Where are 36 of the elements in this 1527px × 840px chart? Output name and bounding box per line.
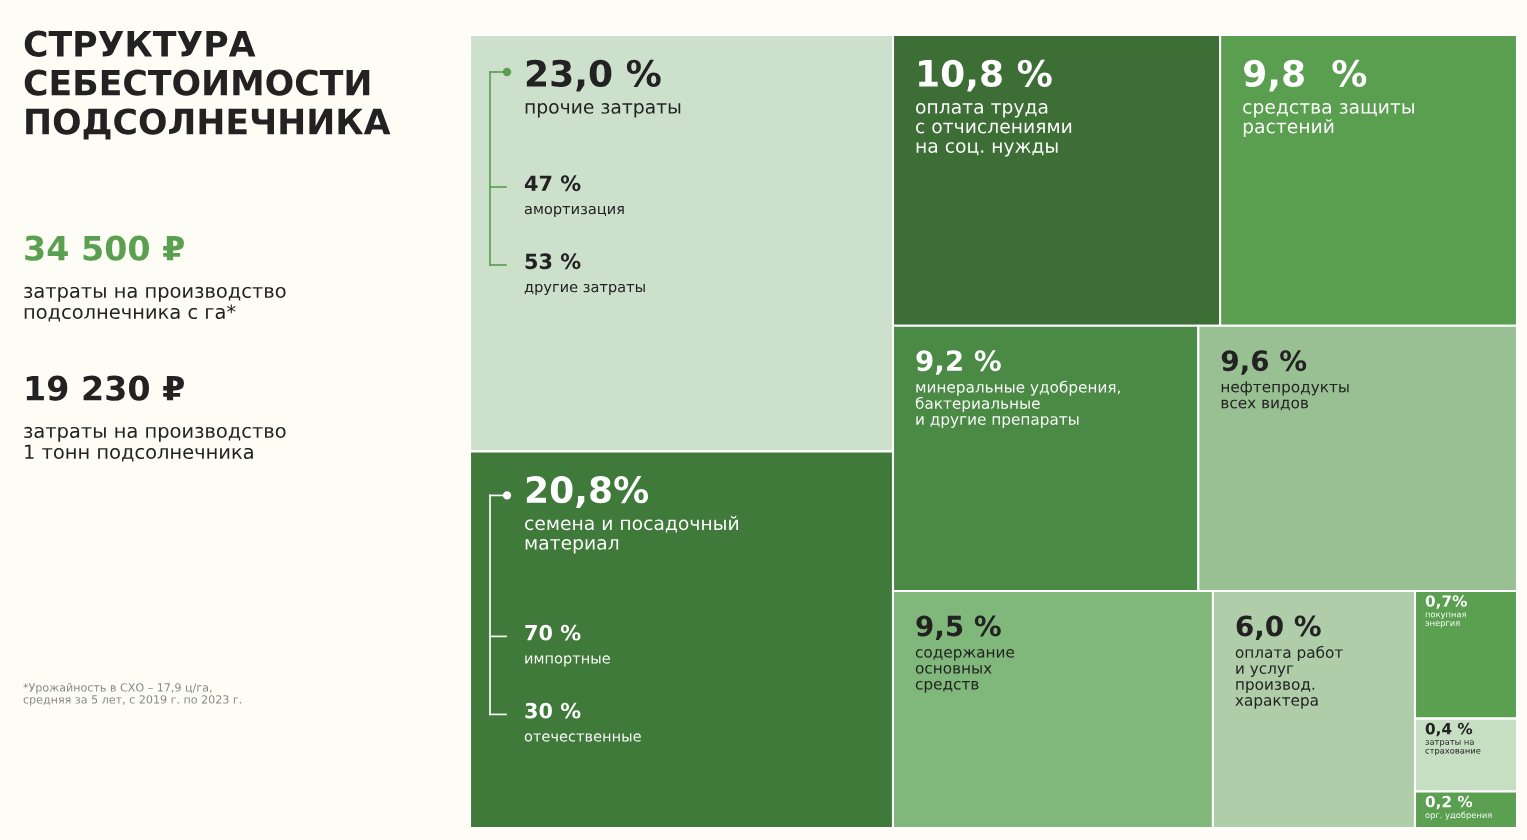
category-label: прочие затраты bbox=[525, 103, 681, 118]
data-label: 0,7% bbox=[1425, 595, 1467, 609]
data-label: 6,0 % bbox=[1236, 615, 1321, 640]
category-label: оплата работ и услуг производ. характера bbox=[1235, 645, 1343, 709]
text: амортизация bbox=[524, 205, 624, 218]
text: 53 % bbox=[525, 253, 581, 270]
data-label: 9,8 % bbox=[1244, 59, 1367, 92]
category-label: покупная энергия bbox=[1425, 612, 1466, 628]
category-label: средства защиты растений bbox=[1243, 103, 1414, 138]
category-label: нефтепродукты всех видов bbox=[1221, 381, 1349, 411]
text: отечественные bbox=[524, 733, 641, 742]
data-label: 9,2 % bbox=[916, 350, 1001, 375]
category-label: содержание основных средств bbox=[915, 649, 1015, 693]
text: СТРУКТУРА СЕБЕСТОИМОСТИ ПОДСОЛНЕЧНИКА bbox=[24, 30, 391, 140]
data-label: 10,8 % bbox=[919, 59, 1052, 92]
text: *Урожайность в СХО – 17,9 ц/га, средняя за 5 лет, с 2019 г. по 2023 г. bbox=[23, 683, 242, 706]
data-label: 0,2 % bbox=[1425, 795, 1473, 810]
category-label: орг. удобрения bbox=[1425, 811, 1492, 820]
text: 30 % bbox=[525, 702, 581, 719]
data-label: 20,8% bbox=[526, 476, 649, 508]
category-label: семена и посадочный материал bbox=[525, 515, 738, 554]
text: 19 230 ₽ bbox=[26, 375, 184, 401]
text: затраты на производство подсолнечника с га* bbox=[24, 286, 286, 322]
category-label: минеральные удобрения, бактериальные и другие препараты bbox=[915, 380, 1120, 428]
data-label: 9,5 % bbox=[916, 615, 1001, 640]
text: 47 % bbox=[524, 175, 581, 192]
text: другие затраты bbox=[524, 283, 645, 296]
category-label: затраты на страхование bbox=[1425, 740, 1481, 756]
data-label: 23,0 % bbox=[526, 59, 661, 92]
data-label: 0,4 % bbox=[1425, 722, 1473, 737]
text: 34 500 ₽ bbox=[25, 235, 184, 261]
category-label: оплата труда с отчислениями на соц. нужды bbox=[916, 103, 1072, 157]
text: импортные bbox=[525, 655, 610, 667]
text: 70 % bbox=[525, 624, 581, 641]
data-label: 9,6 % bbox=[1221, 350, 1307, 375]
text: затраты на производство 1 тонн подсолнечника bbox=[24, 426, 286, 462]
